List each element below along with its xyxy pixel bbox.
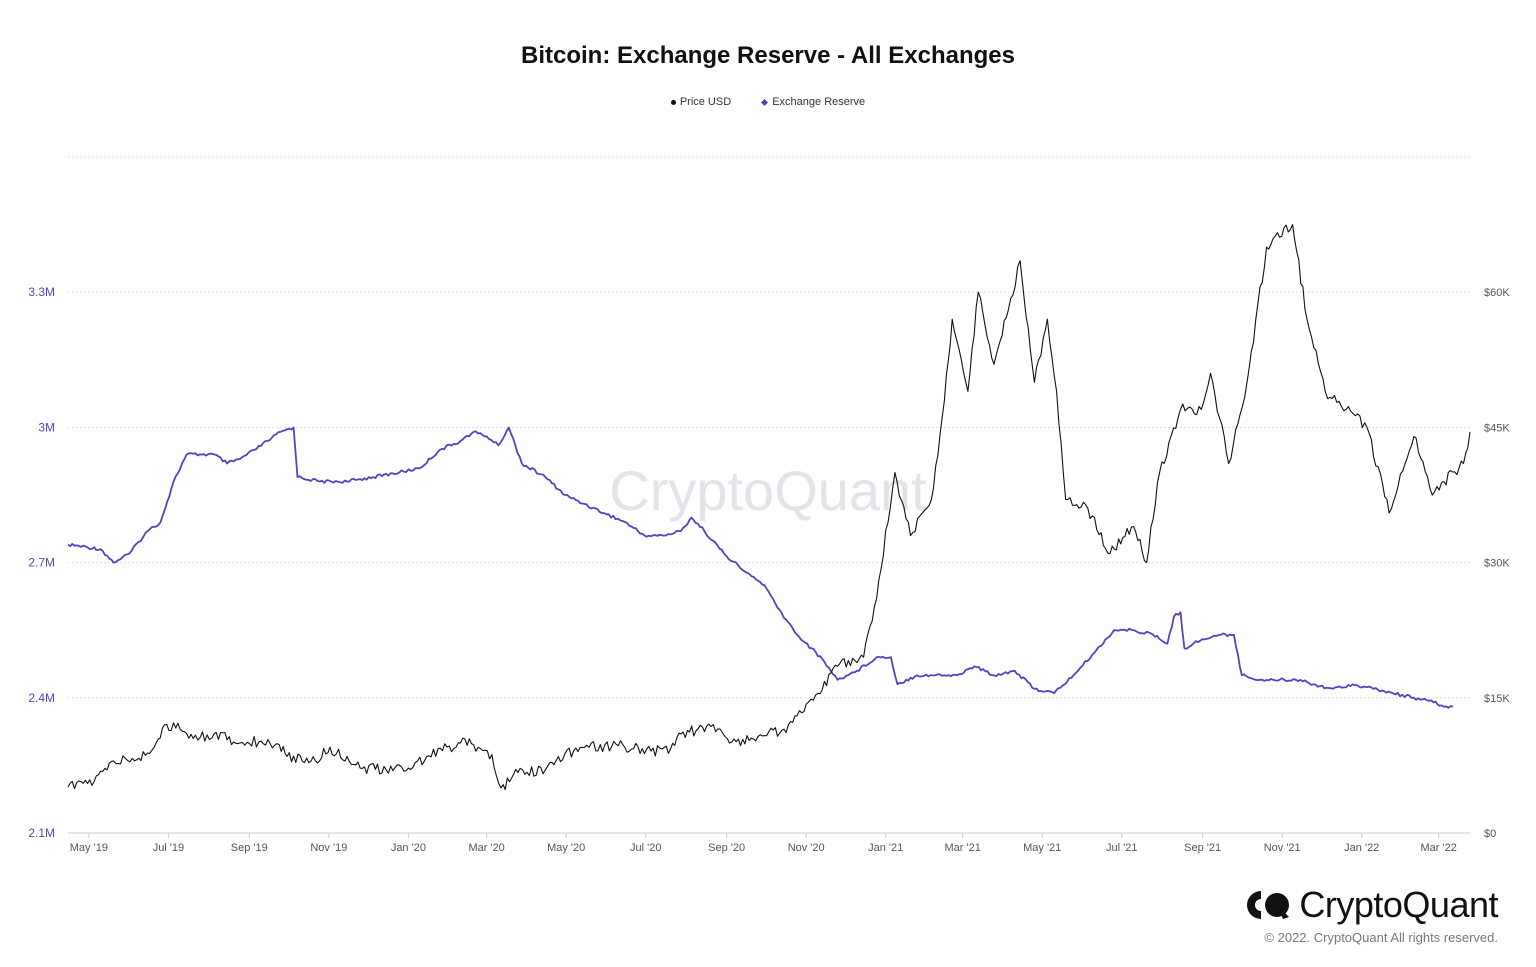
x-tick-label: Jan '20: [391, 842, 426, 854]
right-tick-label: $30K: [1484, 558, 1510, 570]
legend-label-reserve: Exchange Reserve: [772, 96, 866, 108]
x-tick-label: Jan '22: [1344, 842, 1379, 854]
x-tick-label: Sep '21: [1184, 842, 1221, 854]
x-axis: May '19 Jul '19 Sep '19 Nov '19 Jan '20 Mar '…: [68, 832, 1470, 854]
brand-name: CryptoQuant: [1299, 884, 1498, 925]
x-tick-label: Sep '20: [708, 842, 745, 854]
x-tick-label: Mar '20: [468, 842, 504, 854]
legend-label-price: Price USD: [679, 96, 732, 108]
right-tick-label: $45K: [1484, 422, 1510, 434]
x-tick-label: Nov '19: [310, 842, 347, 854]
legend: Price USD Exchange Reserve: [0, 96, 1536, 108]
series-line-price-usd: [67, 224, 1471, 791]
left-tick-label: 2.7M: [28, 556, 55, 570]
x-tick-label: Sep '19: [231, 842, 268, 854]
chart-title: Bitcoin: Exchange Reserve - All Exchange…: [521, 42, 1015, 69]
x-tick-label: Mar '21: [944, 842, 980, 854]
left-tick-label: 3.3M: [28, 285, 55, 299]
watermark: CryptoQuant: [609, 459, 927, 522]
x-tick-label: Nov '20: [788, 842, 825, 854]
x-tick-label: Jul '21: [1106, 842, 1137, 854]
copyright-text: © 2022. CryptoQuant All rights reserved.: [1264, 930, 1498, 945]
right-tick-label: $60K: [1484, 287, 1510, 299]
right-tick-label: $15K: [1484, 693, 1510, 705]
x-tick-label: Nov '21: [1264, 842, 1301, 854]
left-tick-label: 2.4M: [28, 691, 55, 705]
legend-item-price[interactable]: Price USD: [670, 96, 732, 108]
grid-lines: [68, 156, 1470, 699]
x-tick-label: Jan '21: [868, 842, 903, 854]
left-tick-label: 2.1M: [28, 826, 55, 840]
x-tick-label: May '21: [1023, 842, 1061, 854]
legend-dot-icon: [670, 99, 676, 105]
x-tick-label: Jul '19: [153, 842, 184, 854]
series-group: [67, 224, 1471, 791]
brand-logo: CryptoQuant: [1245, 884, 1498, 926]
right-axis: $0 $15K $30K $45K $60K: [1484, 287, 1510, 840]
right-tick-label: $0: [1484, 828, 1496, 840]
left-axis: 2.1M 2.4M 2.7M 3M 3.3M: [28, 285, 55, 840]
x-tick-label: Mar '22: [1421, 842, 1457, 854]
left-tick-label: 3M: [38, 420, 55, 434]
series-line-exchange-reserve: [67, 426, 1454, 709]
x-tick-label: May '20: [547, 842, 585, 854]
x-tick-label: May '19: [70, 842, 108, 854]
legend-item-reserve[interactable]: Exchange Reserve: [761, 96, 866, 108]
x-tick-label: Jul '20: [630, 842, 661, 854]
cryptoquant-logo-icon: [1247, 891, 1290, 919]
